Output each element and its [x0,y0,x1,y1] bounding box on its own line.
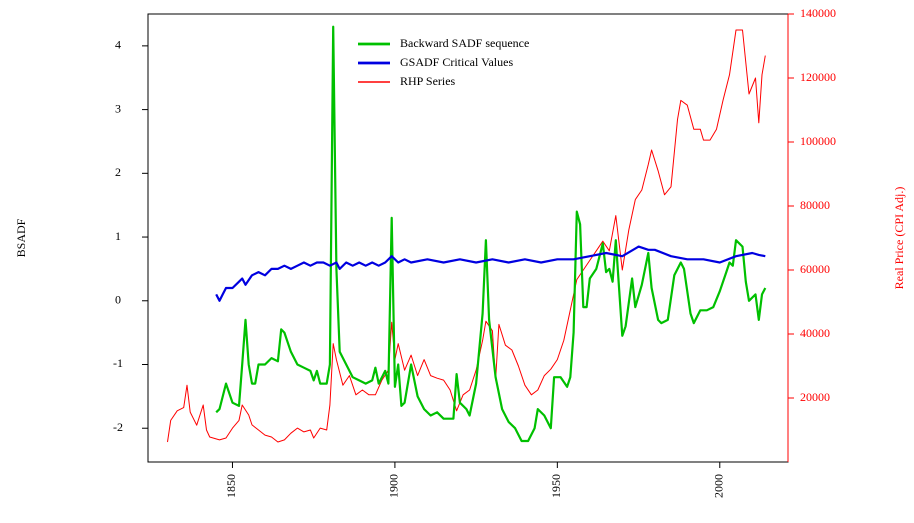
y2-tick-label: 80000 [800,198,830,212]
y2-tick-label: 140000 [800,6,836,20]
x-tick-label: 1950 [549,474,563,498]
y-tick-label: 0 [115,293,121,307]
y-tick-label: 1 [115,229,121,243]
y-tick-label: 3 [115,101,121,115]
plot-frame [147,13,789,463]
y2-tick-label: 20000 [800,390,830,404]
y2-axis-label: Real Price (CPI Adj.) [892,187,906,290]
y-tick-label: -1 [113,356,123,370]
y-tick-label: 2 [115,165,121,179]
legend-label: RHP Series [400,74,456,88]
x-tick-label: 2000 [712,474,726,498]
y-tick-label: -2 [113,420,123,434]
y-tick-label: 4 [115,38,121,52]
x-tick-label: 1900 [387,474,401,498]
y2-tick-label: 100000 [800,134,836,148]
y2-tick-label: 60000 [800,262,830,276]
series-line [215,25,767,443]
legend-label: GSADF Critical Values [400,55,513,69]
legend-label: Backward SADF sequence [400,36,529,50]
x-tick-label: 1850 [224,474,238,498]
series-line [167,29,766,443]
y2-tick-label: 120000 [800,70,836,84]
y-axis-label: BSADF [14,218,28,257]
y2-tick-label: 40000 [800,326,830,340]
series-line [215,245,766,302]
